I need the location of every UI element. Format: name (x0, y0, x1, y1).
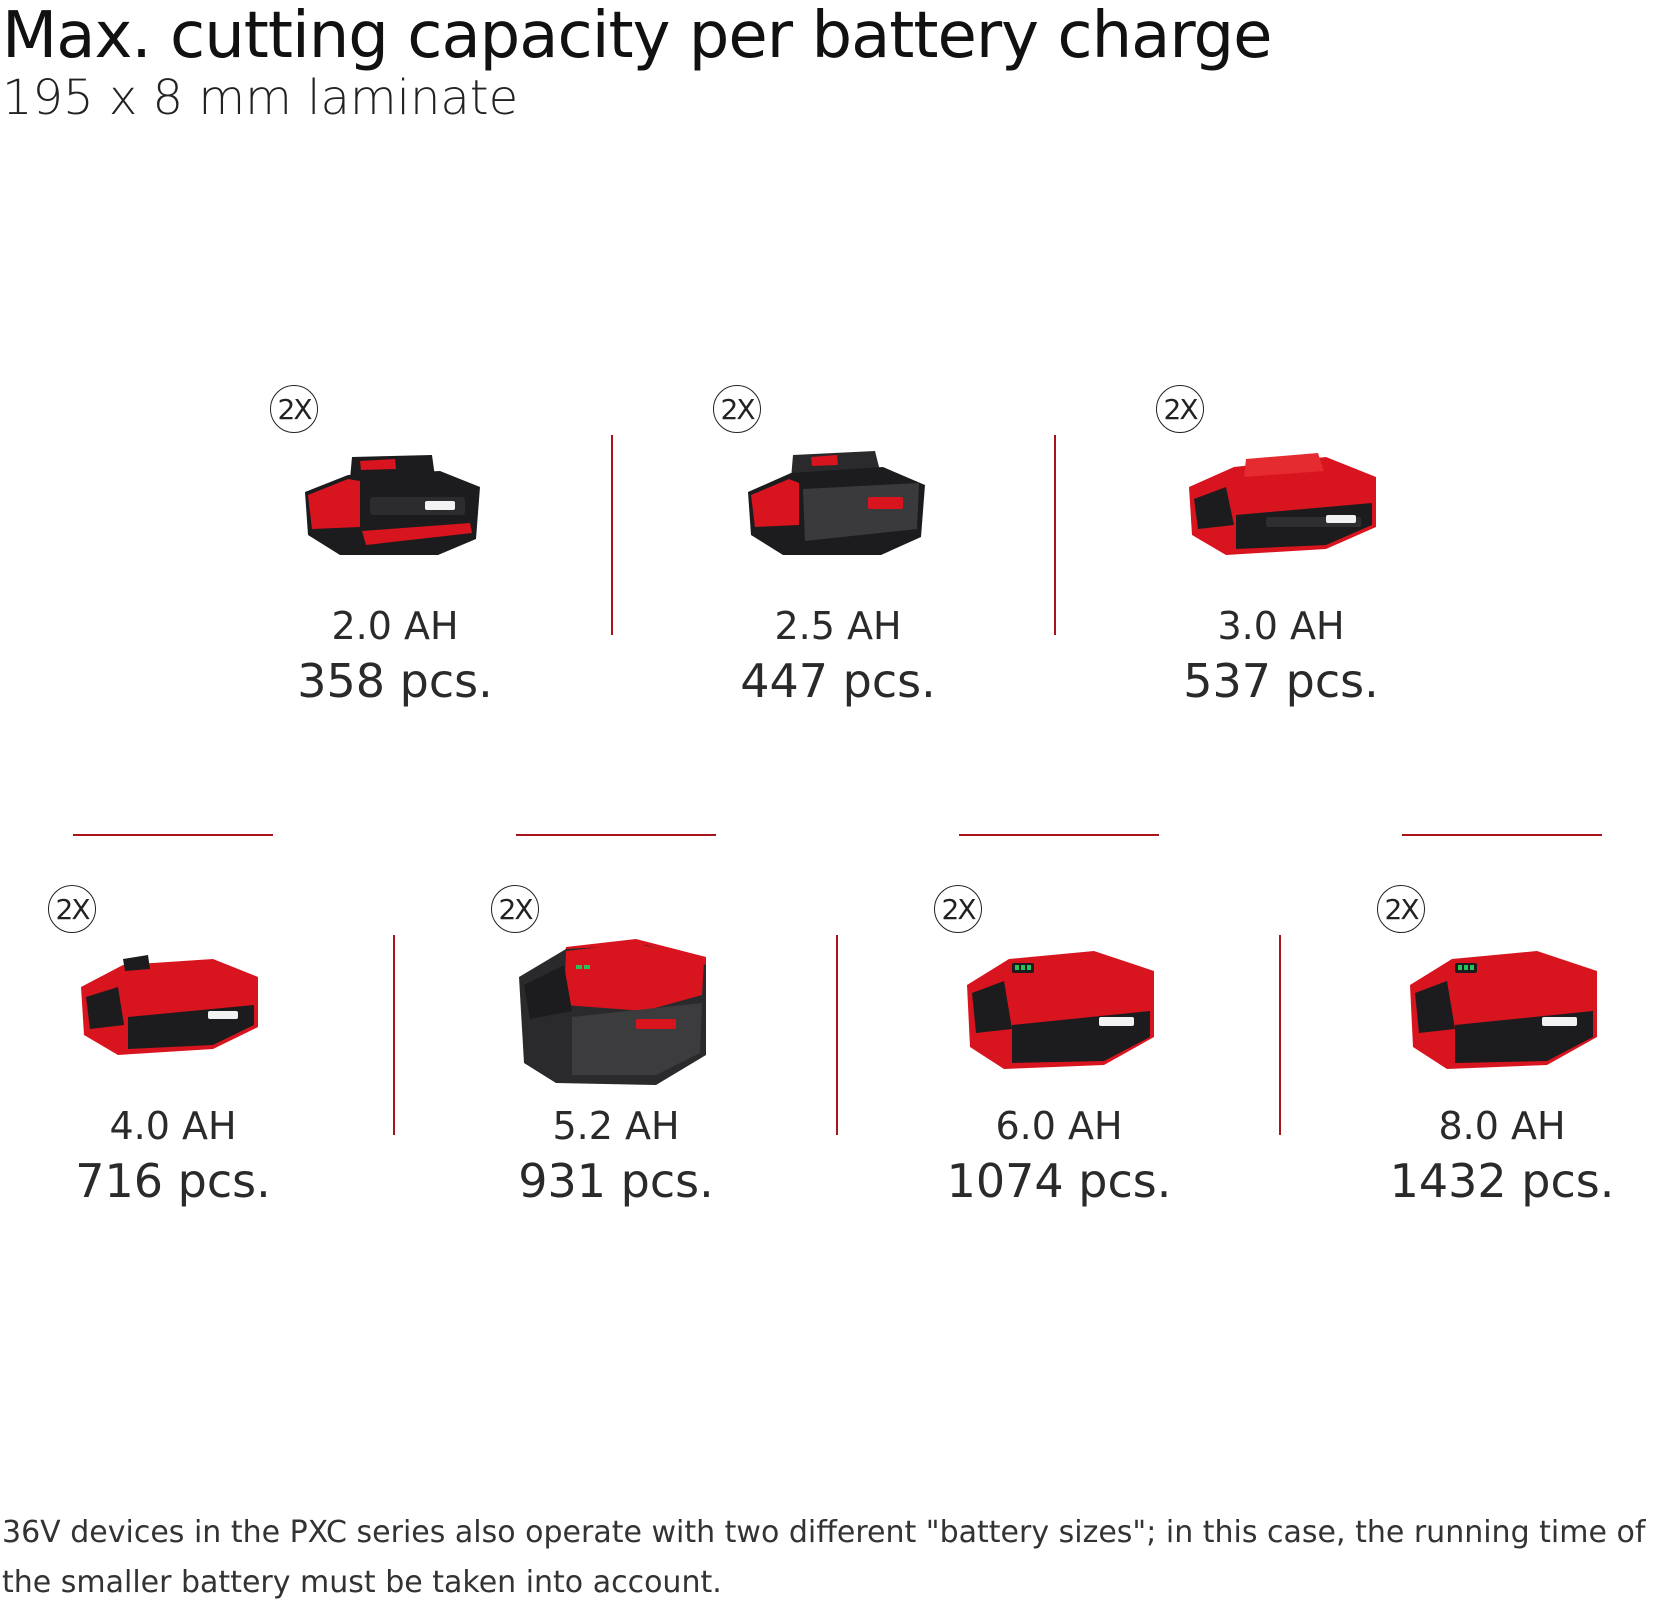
battery-3-0ah-icon (1189, 453, 1376, 555)
battery-pieces: 716 pcs. (75, 1154, 271, 1208)
divider-horizontal (959, 834, 1159, 836)
battery-pieces: 447 pcs. (740, 654, 936, 708)
battery-card-8-0ah: 2X 8.0 AH 1432 pcs. (1352, 885, 1664, 1245)
battery-2-0ah-icon (305, 455, 480, 555)
battery-5-2ah-icon (519, 939, 706, 1085)
divider-vertical (611, 435, 613, 635)
page-title: Max. cutting capacity per battery charge (2, 0, 1273, 73)
battery-capacity: 6.0 AH (995, 1104, 1123, 1148)
battery-capacity: 3.0 AH (1217, 604, 1345, 648)
quantity-badge: 2X (491, 885, 539, 933)
quantity-badge: 2X (713, 385, 761, 433)
battery-4-0ah-icon (81, 955, 258, 1055)
battery-pieces: 1432 pcs. (1389, 1154, 1615, 1208)
divider-vertical (1054, 435, 1056, 635)
battery-8-0ah-icon (1410, 951, 1597, 1069)
battery-capacity: 8.0 AH (1438, 1104, 1566, 1148)
battery-card-2-5ah: 2X 2.5 AH 447 pcs. (688, 385, 1108, 745)
battery-6-0ah-icon (967, 951, 1154, 1069)
divider-horizontal (73, 834, 273, 836)
battery-2-5ah-icon (748, 451, 925, 555)
battery-pieces: 1074 pcs. (946, 1154, 1172, 1208)
battery-card-2-0ah: 2X 2.0 AH 358 pcs. (245, 385, 665, 745)
footnote: 36V devices in the PXC series also opera… (2, 1515, 1646, 1600)
battery-card-6-0ah: 2X 6.0 AH 1074 pcs. (909, 885, 1329, 1245)
battery-capacity: 4.0 AH (109, 1104, 237, 1148)
battery-capacity: 2.0 AH (331, 604, 459, 648)
quantity-badge: 2X (48, 885, 96, 933)
battery-capacity: 2.5 AH (774, 604, 902, 648)
quantity-badge: 2X (1377, 885, 1425, 933)
divider-horizontal (516, 834, 716, 836)
battery-card-3-0ah: 2X 3.0 AH 537 pcs. (1131, 385, 1551, 745)
quantity-badge: 2X (1156, 385, 1204, 433)
battery-card-4-0ah: 2X 4.0 AH 716 pcs. (23, 885, 443, 1245)
divider-horizontal (1402, 834, 1602, 836)
quantity-badge: 2X (934, 885, 982, 933)
divider-vertical (1279, 935, 1281, 1135)
battery-pieces: 358 pcs. (297, 654, 493, 708)
battery-capacity: 5.2 AH (552, 1104, 680, 1148)
page-subtitle: 195 x 8 mm laminate (2, 70, 519, 126)
battery-pieces: 537 pcs. (1183, 654, 1379, 708)
divider-vertical (393, 935, 395, 1135)
battery-pieces: 931 pcs. (518, 1154, 714, 1208)
battery-card-5-2ah: 2X 5.2 AH 931 pcs. (466, 885, 886, 1245)
quantity-badge: 2X (270, 385, 318, 433)
divider-vertical (836, 935, 838, 1135)
